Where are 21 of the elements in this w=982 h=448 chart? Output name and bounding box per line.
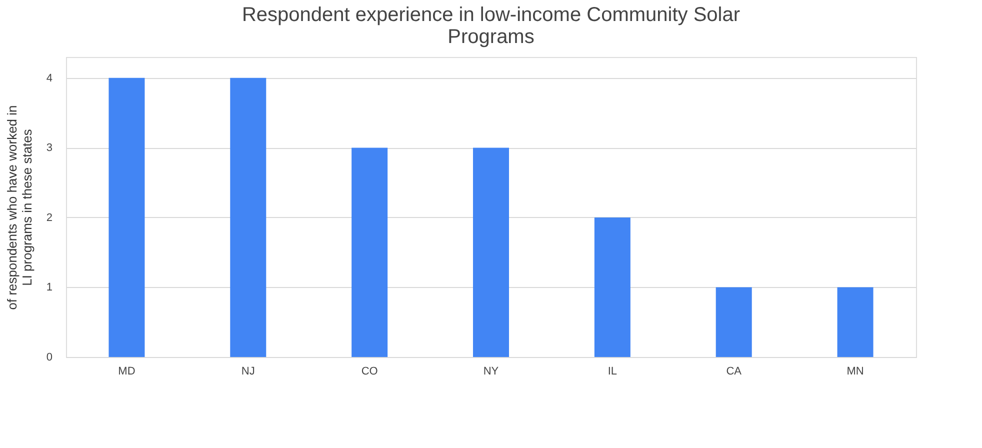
y-axis-title: of respondents who have worked in LI programs in these states	[4, 105, 34, 310]
bar	[108, 78, 145, 357]
x-tick-label: NY	[483, 366, 500, 378]
x-tick-label: NJ	[241, 366, 255, 378]
x-tick-label: MD	[118, 366, 136, 378]
chart-title: Respondent experience in low-income Community Solar Programs	[242, 4, 740, 48]
y-tick-label: 2	[46, 212, 52, 224]
bar	[594, 217, 630, 357]
y-tick-label: 0	[46, 352, 52, 364]
bar	[716, 287, 752, 357]
y-tick-label: 3	[46, 142, 52, 154]
y-tick-label: 1	[46, 282, 52, 294]
bar	[230, 78, 266, 357]
x-tick-label: CO	[361, 366, 378, 378]
x-tick-label: MN	[846, 366, 864, 378]
bar	[473, 148, 509, 357]
y-tick-label: 4	[46, 72, 52, 84]
bar	[837, 287, 874, 357]
x-tick-label: IL	[608, 366, 618, 378]
x-tick-label: CA	[726, 366, 742, 378]
bar	[352, 148, 388, 357]
